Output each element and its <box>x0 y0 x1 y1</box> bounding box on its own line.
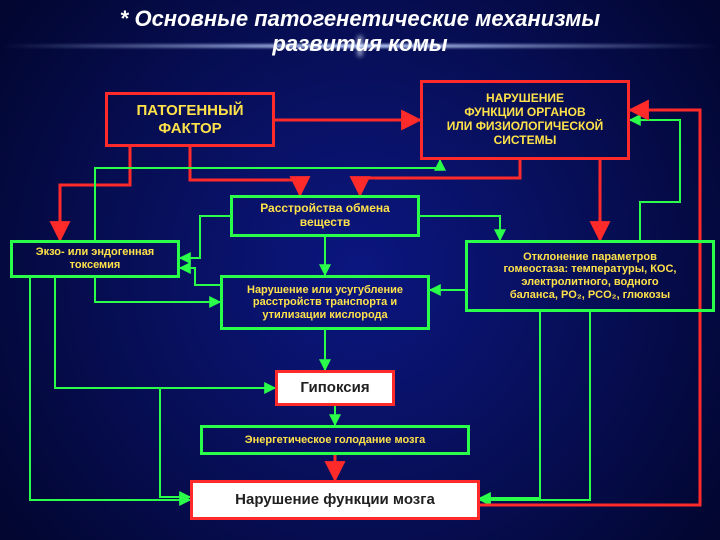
edge-rasstr-toks-9 <box>180 216 230 258</box>
edge-gomeo-brain-7 <box>480 312 590 500</box>
edge-narush-rasstr-2 <box>360 160 520 195</box>
page-title: * Основные патогенетические механизмы ра… <box>0 6 720 57</box>
edge-gipoks-brain-19 <box>160 388 190 497</box>
edge-patogen-toks-3 <box>60 147 130 240</box>
edge-toks-transp-12 <box>95 278 220 302</box>
node-gipoks: Гипоксия <box>275 370 395 406</box>
node-energ: Энергетическое голодание мозга <box>200 425 470 455</box>
edge-gomeo-brain-8 <box>480 312 540 498</box>
node-patogen: ПАТОГЕННЫЙФАКТОР <box>105 92 275 147</box>
node-rasstr: Расстройства обменавеществ <box>230 195 420 237</box>
edge-gomeo-narush-5 <box>630 120 680 240</box>
edge-rasstr-gomeo-11 <box>420 216 500 240</box>
title-line2: развития комы <box>272 31 447 56</box>
node-transp: Нарушение или усугублениерасстройств тра… <box>220 275 430 330</box>
node-toks: Экзо- или эндогеннаятоксемия <box>10 240 180 278</box>
node-brain: Нарушение функции мозга <box>190 480 480 520</box>
node-gomeo: Отклонение параметровгомеостаза: темпера… <box>465 240 715 312</box>
node-narush: НАРУШЕНИЕФУНКЦИИ ОРГАНОВИЛИ ФИЗИОЛОГИЧЕС… <box>420 80 630 160</box>
edge-toks-brain-14 <box>30 278 190 500</box>
edge-patogen-rasstr-1 <box>190 147 300 195</box>
title-line1: * Основные патогенетические механизмы <box>120 6 600 31</box>
edge-transp-toks-17 <box>180 268 220 285</box>
